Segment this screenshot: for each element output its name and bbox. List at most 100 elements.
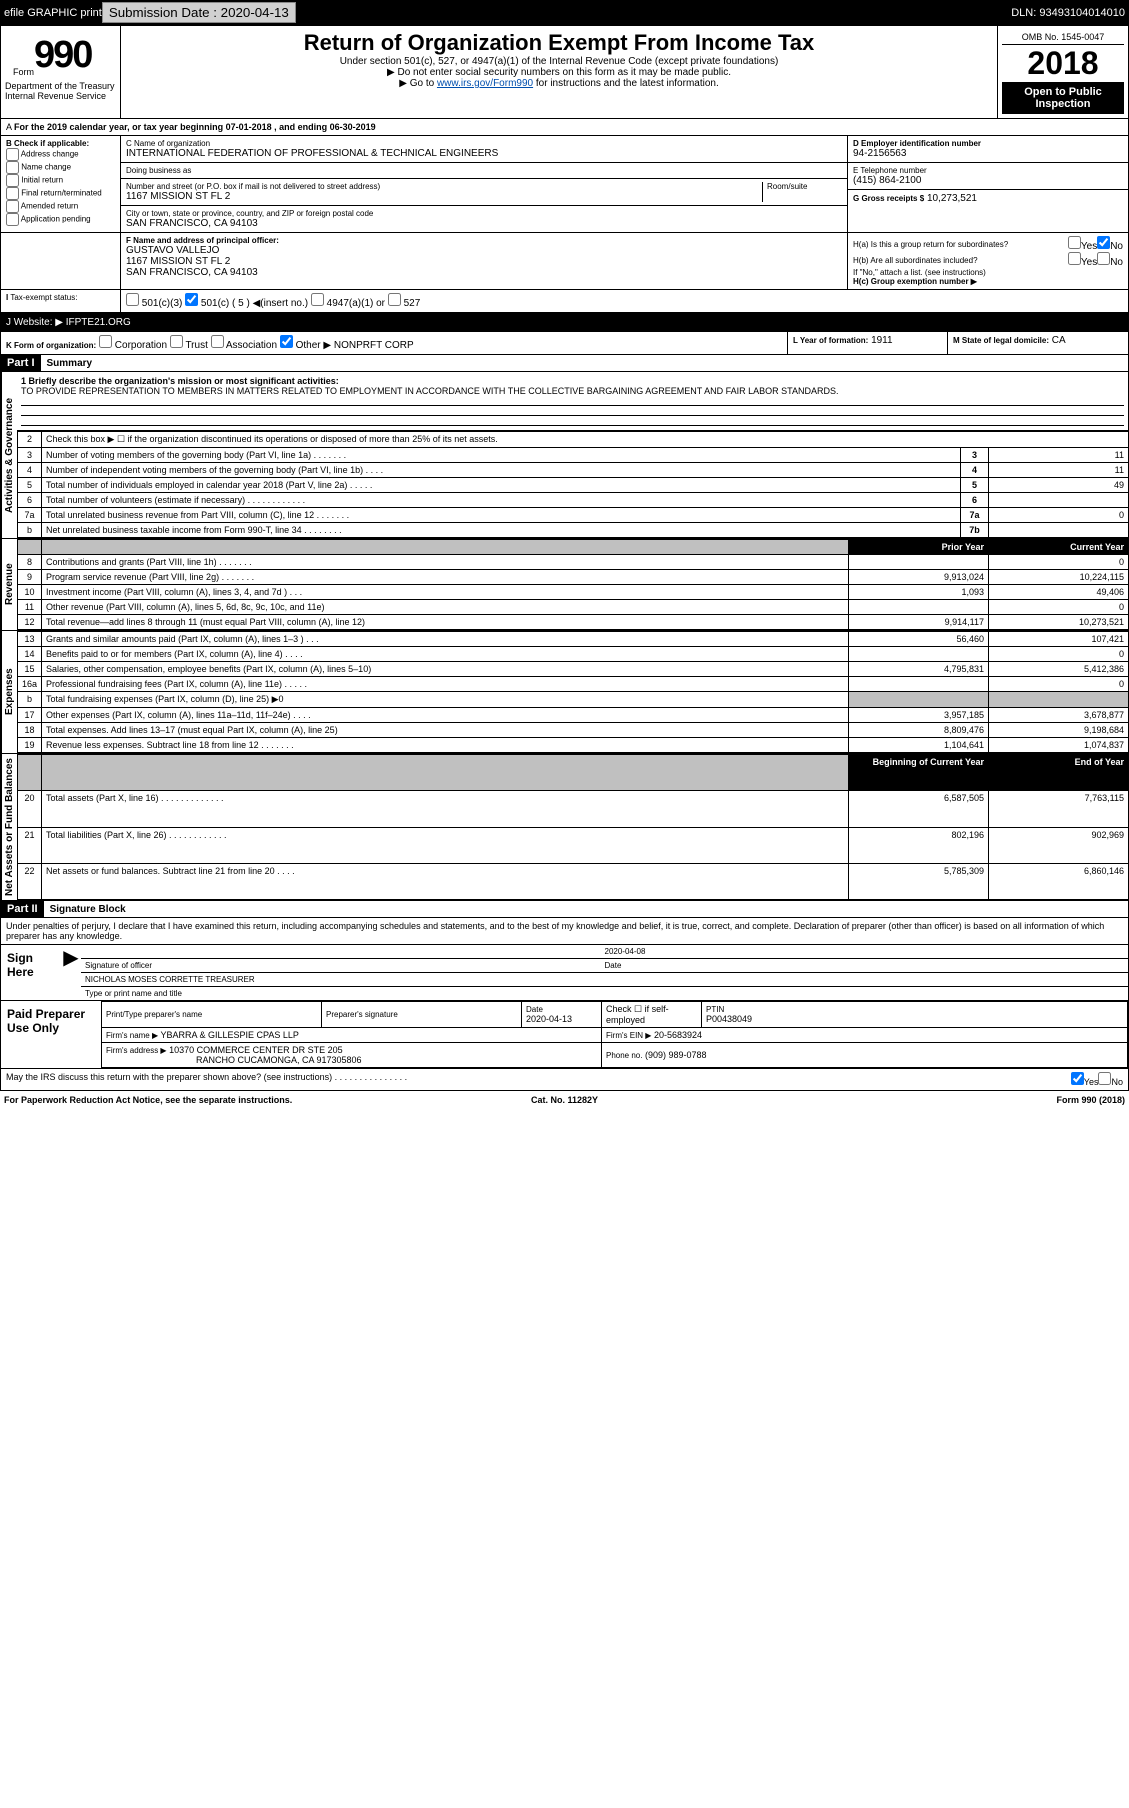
cb-name-change[interactable]: Name change — [6, 161, 115, 174]
governance-table: 2Check this box ▶ ☐ if the organization … — [17, 431, 1129, 538]
box-d-label: D Employer identification number — [853, 139, 1123, 148]
discuss-yes[interactable]: Yes — [1071, 1072, 1099, 1087]
dba-label: Doing business as — [126, 166, 842, 175]
org-city: SAN FRANCISCO, CA 94103 — [126, 218, 842, 229]
cb-501c[interactable]: 501(c) ( 5 ) ◀(insert no.) — [185, 298, 308, 309]
table-row: 19Revenue less expenses. Subtract line 1… — [18, 738, 1129, 753]
table-row: 16aProfessional fundraising fees (Part I… — [18, 677, 1129, 692]
table-row: 21Total liabilities (Part X, line 26) . … — [18, 827, 1129, 863]
officer-city: SAN FRANCISCO, CA 94103 — [126, 267, 842, 278]
officer-name: GUSTAVO VALLEJO — [126, 245, 842, 256]
signature-section: Sign Here ▶ 2020-04-08 Signature of offi… — [0, 945, 1129, 1001]
vlabel-revenue: Revenue — [1, 539, 17, 630]
cb-assoc[interactable]: Association — [211, 340, 277, 351]
box-hc-label: H(c) Group exemption number ▶ — [853, 277, 1123, 286]
box-b-header: B Check if applicable: — [6, 139, 115, 148]
table-row: 13Grants and similar amounts paid (Part … — [18, 632, 1129, 647]
ha-no[interactable]: No — [1097, 236, 1123, 252]
cb-final-return[interactable]: Final return/terminated — [6, 187, 115, 200]
table-row: 15Salaries, other compensation, employee… — [18, 662, 1129, 677]
cb-amended-return[interactable]: Amended return — [6, 200, 115, 213]
instructions-link[interactable]: www.irs.gov/Form990 — [437, 78, 533, 89]
firm-phone-label: Phone no. — [606, 1051, 642, 1060]
pp-date: 2020-04-13 — [526, 1014, 597, 1024]
cb-trust[interactable]: Trust — [170, 340, 208, 351]
box-h-note: If "No," attach a list. (see instruction… — [853, 268, 1123, 277]
hb-yes[interactable]: Yes — [1068, 252, 1097, 268]
vlabel-governance: Activities & Governance — [1, 372, 17, 538]
cb-other[interactable]: Other ▶ — [280, 340, 331, 351]
hdr-beginning: Beginning of Current Year — [849, 755, 989, 791]
sig-date: 2020-04-08 — [605, 947, 1125, 956]
footer-center: Cat. No. 11282Y — [378, 1095, 752, 1105]
pp-name-label: Print/Type preparer's name — [106, 1010, 317, 1019]
cb-application-pending[interactable]: Application pending — [6, 213, 115, 226]
sig-officer-label: Signature of officer — [85, 961, 605, 970]
form-header: Form 990 Department of the Treasury Inte… — [0, 25, 1129, 119]
box-e-label: E Telephone number — [853, 166, 1123, 175]
department-label: Department of the Treasury Internal Reve… — [5, 81, 125, 101]
firm-name-label: Firm's name ▶ — [106, 1031, 158, 1040]
ha-yes[interactable]: Yes — [1068, 236, 1097, 252]
table-row: 12Total revenue—add lines 8 through 11 (… — [18, 615, 1129, 630]
efile-label: efile GRAPHIC print — [4, 7, 102, 19]
form-subtitle-1: Under section 501(c), 527, or 4947(a)(1)… — [125, 56, 993, 67]
omb-number: OMB No. 1545-0047 — [1002, 30, 1124, 45]
submission-date-button[interactable]: Submission Date : 2020-04-13 — [102, 2, 296, 23]
firm-addr: 10370 COMMERCE CENTER DR STE 205 — [169, 1045, 343, 1055]
preparer-section: Paid Preparer Use Only Print/Type prepar… — [0, 1001, 1129, 1069]
part2-title: Signature Block — [44, 902, 132, 917]
tax-year-range: A For the 2019 calendar year, or tax yea… — [0, 119, 1129, 136]
firm-phone: (909) 989-0788 — [645, 1050, 707, 1060]
officer-group-row: F Name and address of principal officer:… — [0, 233, 1129, 290]
discuss-row: May the IRS discuss this return with the… — [0, 1069, 1129, 1091]
box-c-label: C Name of organization — [126, 139, 842, 148]
cb-initial-return[interactable]: Initial return — [6, 174, 115, 187]
cb-527[interactable]: 527 — [388, 298, 420, 309]
part2-header-row: Part II Signature Block — [0, 901, 1129, 918]
footer-row: For Paperwork Reduction Act Notice, see … — [0, 1091, 1129, 1109]
tax-year: 2018 — [1002, 45, 1124, 82]
vlabel-expenses: Expenses — [1, 631, 17, 753]
addr-label: Number and street (or P.O. box if mail i… — [126, 182, 762, 191]
table-row: 10Investment income (Part VIII, column (… — [18, 585, 1129, 600]
state-domicile: CA — [1052, 335, 1066, 346]
city-label: City or town, state or province, country… — [126, 209, 842, 218]
date-label: Date — [605, 961, 1125, 970]
box-g-label: G Gross receipts $ — [853, 194, 924, 203]
hdr-prior: Prior Year — [849, 540, 989, 555]
pp-check: Check ☐ if self-employed — [602, 1002, 702, 1028]
year-formation: 1911 — [871, 335, 893, 346]
table-row: 8Contributions and grants (Part VIII, li… — [18, 555, 1129, 570]
pp-sig-label: Preparer's signature — [326, 1010, 517, 1019]
cb-address-change[interactable]: Address change — [6, 148, 115, 161]
footer-left: For Paperwork Reduction Act Notice, see … — [4, 1095, 378, 1105]
hb-no[interactable]: No — [1097, 252, 1123, 268]
org-name: INTERNATIONAL FEDERATION OF PROFESSIONAL… — [126, 148, 842, 159]
form-title: Return of Organization Exempt From Incom… — [125, 30, 993, 56]
part1-body: Activities & Governance 1 Briefly descri… — [0, 372, 1129, 539]
table-row: 22Net assets or fund balances. Subtract … — [18, 863, 1129, 899]
firm-city: RANCHO CUCAMONGA, CA 917305806 — [196, 1055, 362, 1065]
gross-receipts-value: 10,273,521 — [927, 193, 977, 204]
line2-text: Check this box ▶ ☐ if the organization d… — [42, 432, 1129, 448]
org-info-row: B Check if applicable: Address change Na… — [0, 136, 1129, 233]
type-label: Type or print name and title — [81, 987, 1128, 1000]
box-l-label: L Year of formation: — [793, 336, 868, 345]
cb-4947[interactable]: 4947(a)(1) or — [311, 298, 385, 309]
form-number: Form 990 — [5, 30, 116, 81]
discuss-no[interactable]: No — [1098, 1072, 1123, 1087]
table-row: 20Total assets (Part X, line 16) . . . .… — [18, 791, 1129, 827]
table-row: 14Benefits paid to or for members (Part … — [18, 647, 1129, 662]
ein-value: 94-2156563 — [853, 148, 1123, 159]
revenue-section: Revenue Prior Year Current Year 8Contrib… — [0, 539, 1129, 631]
table-row: 9Program service revenue (Part VIII, lin… — [18, 570, 1129, 585]
form-subtitle-3: ▶ Go to www.irs.gov/Form990 for instruct… — [125, 78, 993, 89]
table-row: 3Number of voting members of the governi… — [18, 448, 1129, 463]
part1-title: Summary — [41, 356, 99, 371]
pp-date-label: Date — [526, 1005, 597, 1014]
netassets-section: Net Assets or Fund Balances Beginning of… — [0, 754, 1129, 901]
cb-corp[interactable]: Corporation — [99, 340, 167, 351]
cb-501c3[interactable]: 501(c)(3) — [126, 298, 182, 309]
vlabel-net: Net Assets or Fund Balances — [1, 754, 17, 900]
